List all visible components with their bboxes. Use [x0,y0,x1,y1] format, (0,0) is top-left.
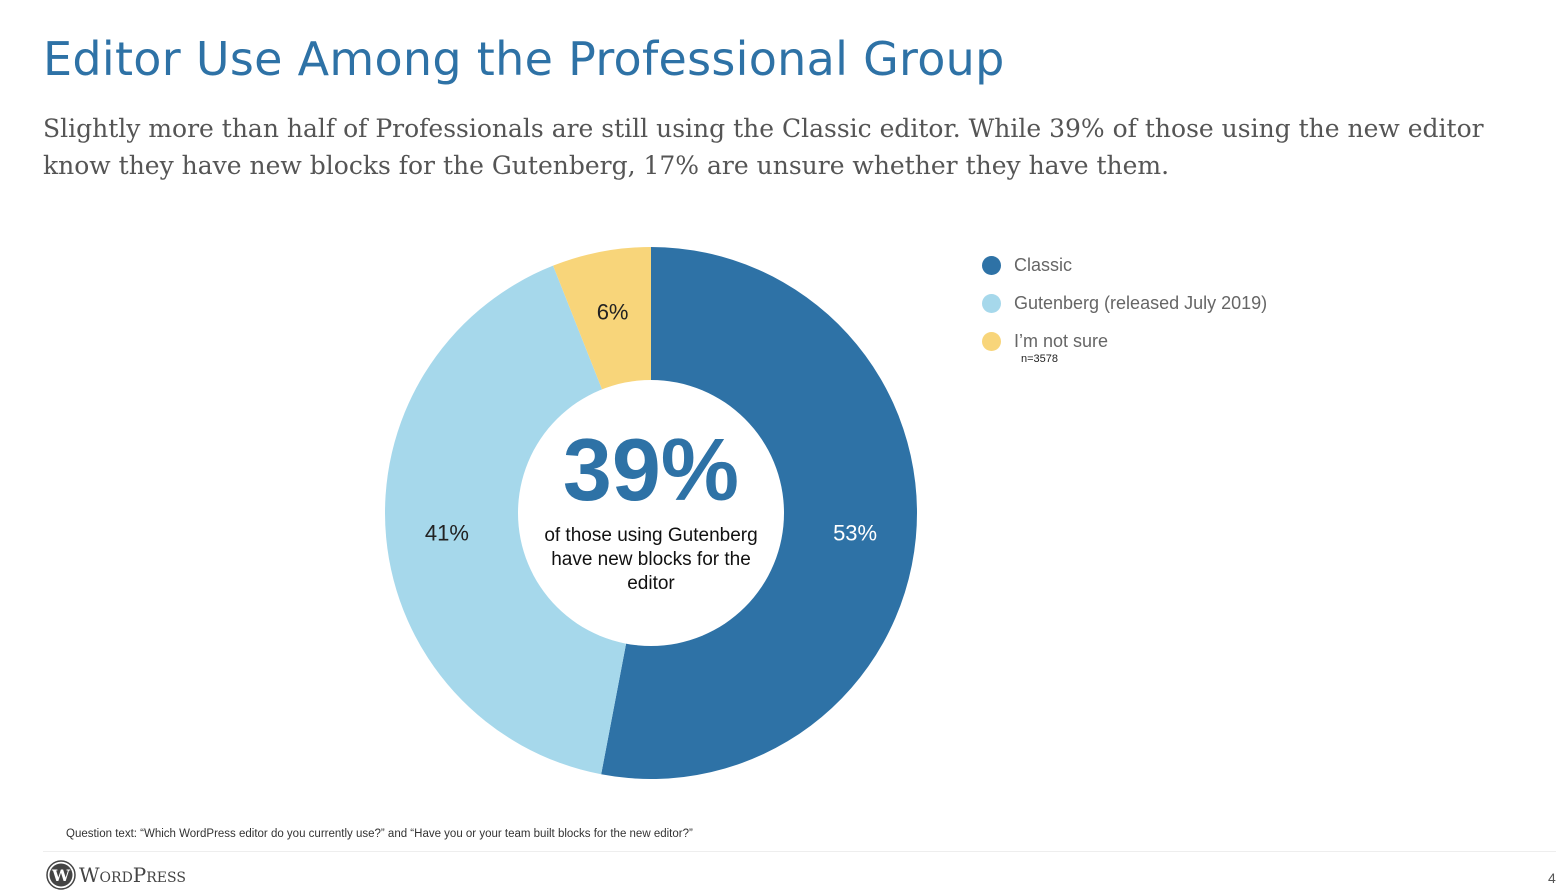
page-title: Editor Use Among the Professional Group [43,32,1005,86]
divider [43,851,1556,852]
question-text: Question text: “Which WordPress editor d… [66,828,693,840]
subtitle: Slightly more than half of Professionals… [43,114,1484,180]
center-text: of those using Gutenberg have new blocks… [544,525,758,594]
slice-gutenberg-released-july-2019 [385,265,651,775]
donut-hole [518,380,784,646]
legend-label: I’m not sure [1014,330,1109,351]
data-label: 53% [833,520,877,545]
svg-text:W: W [51,866,71,885]
logo-text: WordPress [79,863,186,887]
center-value: 39% [563,420,739,519]
legend-label: Classic [1014,254,1073,275]
legend-label: Gutenberg (released July 2019) [1014,292,1268,313]
sample-size: n=3578 [1021,353,1059,365]
legend-item-gutenberg: Gutenberg (released July 2019) [982,284,1267,322]
data-label: 6% [597,300,629,325]
legend-item-classic: Classic [982,246,1267,284]
page-number: 4 [1548,870,1556,886]
legend: Classic Gutenberg (released July 2019) I… [982,246,1267,360]
legend-item-not-sure: I’m not sure [982,322,1267,360]
legend-dot [982,255,1001,275]
wordpress-icon: W [46,860,76,890]
legend-dot [982,293,1001,313]
data-label: 41% [425,520,469,545]
legend-dot [982,331,1001,351]
wordpress-logo: W WordPress [46,860,186,890]
